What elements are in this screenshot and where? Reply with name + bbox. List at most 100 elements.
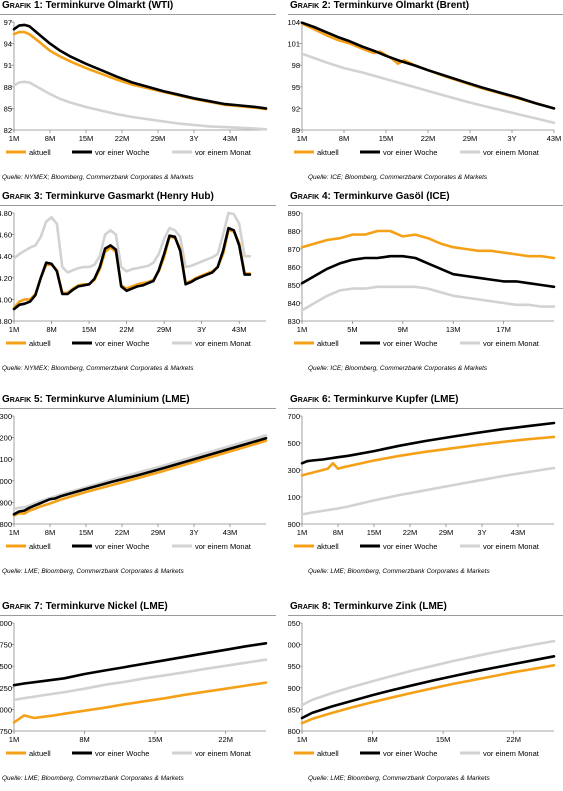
x-tick-label: 3Y xyxy=(197,325,206,334)
chart-source: Quelle: NYMEX; Bloomberg, Commerzbank Co… xyxy=(2,174,194,181)
chart-source: Quelle: ICE; Bloomberg, Commerzbank Corp… xyxy=(308,174,488,181)
y-tick-label: 2000 xyxy=(288,641,300,650)
title-rule xyxy=(288,408,563,409)
y-tick-label: 7300 xyxy=(288,466,300,475)
y-tick-label: 92 xyxy=(292,104,300,113)
x-tick-label: 22M xyxy=(506,735,521,744)
title-rule xyxy=(288,205,563,206)
title-rule xyxy=(0,408,276,409)
title-rule xyxy=(0,615,276,616)
chart-title: Grafik 1: Terminkurve Ölmarkt (WTI) xyxy=(2,0,173,11)
series-line-2 xyxy=(300,639,556,707)
chart-title: Grafik 2: Terminkurve Ölmarkt (Brent) xyxy=(290,0,469,11)
x-tick-label: 15M xyxy=(79,528,94,537)
chart-title-prefix: Grafik 2: xyxy=(290,0,331,11)
x-tick-label: 15M xyxy=(82,325,97,334)
y-tick-label: 860 xyxy=(288,263,300,272)
title-rule xyxy=(288,615,563,616)
x-tick-label: 43M xyxy=(223,134,238,143)
chart-title: Grafik 6: Terminkurve Kupfer (LME) xyxy=(290,394,458,405)
x-tick-label: 1M xyxy=(9,325,19,334)
legend-label-2: vor einem Monat xyxy=(195,542,252,551)
y-tick-label: 1800 xyxy=(0,520,12,529)
legend-label-1: vor einer Woche xyxy=(383,339,437,348)
chart-title-text: Terminkurve Aluminium (LME) xyxy=(42,394,190,405)
chart-title: Grafik 8: Terminkurve Zink (LME) xyxy=(290,601,447,612)
y-tick-label: 850 xyxy=(288,281,300,290)
x-tick-label: 29M xyxy=(151,134,166,143)
y-tick-label: 4.00 xyxy=(0,295,12,304)
chart-panel-4: Grafik 4: Terminkurve Gasöl (ICE) 830 840 8… xyxy=(288,191,563,381)
y-tick-label: 4.20 xyxy=(0,274,12,283)
chart-plot: 89 92 95 98 101 104 1M 8M 15M 22M 29M 3Y 43M aktuell v… xyxy=(288,18,561,157)
chart-title-text: Terminkurve Ölmarkt (Brent) xyxy=(330,0,470,11)
chart-title-text: Terminkurve Nickel (LME) xyxy=(42,601,168,612)
title-rule xyxy=(0,14,276,15)
chart-plot: 830 840 850 860 870 880 890 1M 5M 9M 13M 17M aktuell… xyxy=(288,209,556,348)
y-tick-label: 840 xyxy=(288,299,300,308)
y-tick-label: 85 xyxy=(4,104,12,113)
legend-label-2: vor einem Monat xyxy=(483,339,540,348)
y-tick-label: 7700 xyxy=(288,412,300,421)
legend-label-2: vor einem Monat xyxy=(483,148,540,157)
chart-source: Quelle: ICE; Bloomberg, Commerzbank Corp… xyxy=(308,365,488,372)
chart-source: Quelle: LME; Bloomberg, Commerzbank Corp… xyxy=(308,775,490,782)
y-tick-label: 104 xyxy=(288,18,300,27)
y-tick-label: 94 xyxy=(4,40,12,49)
chart-plot: 14750 15000 15250 15500 15750 16000 1M 8M 15M 22M… xyxy=(0,619,268,758)
series-line-2 xyxy=(12,211,252,274)
legend-label-0: aktuell xyxy=(317,339,339,348)
y-tick-label: 6900 xyxy=(288,520,300,529)
y-tick-label: 97 xyxy=(4,18,12,27)
series-line-1 xyxy=(300,254,556,289)
x-tick-label: 15M xyxy=(379,134,394,143)
series-line-1 xyxy=(12,436,268,516)
legend-label-2: vor einem Monat xyxy=(195,148,252,157)
legend-label-1: vor einer Woche xyxy=(95,542,149,551)
chart-panel-3: Grafik 3: Terminkurve Gasmarkt (Henry Hu… xyxy=(0,191,280,381)
y-tick-label: 2100 xyxy=(0,455,12,464)
chart-title-prefix: Grafik 8: xyxy=(290,601,331,612)
legend-label-2: vor einem Monat xyxy=(195,339,252,348)
chart-panel-5: Grafik 5: Terminkurve Aluminium (LME) 180… xyxy=(0,394,280,584)
y-tick-label: 830 xyxy=(288,317,300,326)
y-tick-label: 4.60 xyxy=(0,231,12,240)
x-tick-label: 1M xyxy=(297,134,307,143)
y-tick-label: 14750 xyxy=(0,727,12,736)
x-tick-label: 1M xyxy=(297,325,307,334)
x-tick-label: 22M xyxy=(115,134,130,143)
legend-label-0: aktuell xyxy=(29,148,51,157)
x-tick-label: 29M xyxy=(157,325,172,334)
y-tick-label: 1800 xyxy=(288,727,300,736)
x-tick-label: 8M xyxy=(45,528,55,537)
chart-title: Grafik 3: Terminkurve Gasmarkt (Henry Hu… xyxy=(2,191,214,202)
series-line-2 xyxy=(12,80,268,131)
chart-title-text: Terminkurve Kupfer (LME) xyxy=(330,394,459,405)
legend-label-1: vor einer Woche xyxy=(383,542,437,551)
x-tick-label: 3Y xyxy=(477,528,486,537)
x-tick-label: 1M xyxy=(9,735,19,744)
y-tick-label: 1900 xyxy=(288,684,300,693)
chart-source: Quelle: LME; Bloomberg, Commerzbank Corp… xyxy=(2,568,184,575)
y-tick-label: 890 xyxy=(288,209,300,218)
x-tick-label: 29M xyxy=(463,134,478,143)
x-tick-label: 22M xyxy=(421,134,436,143)
series-line-2 xyxy=(12,434,268,511)
x-tick-label: 22M xyxy=(115,528,130,537)
x-tick-label: 3Y xyxy=(189,528,198,537)
x-tick-label: 22M xyxy=(218,735,233,744)
x-tick-label: 8M xyxy=(45,134,55,143)
series-line-0 xyxy=(300,664,556,725)
x-tick-label: 22M xyxy=(403,528,418,537)
x-tick-label: 3Y xyxy=(507,134,516,143)
x-tick-label: 13M xyxy=(446,325,461,334)
chart-title-prefix: Grafik 7: xyxy=(2,601,43,612)
chart-panel-1: Grafik 1: Terminkurve Ölmarkt (WTI) 82 85 8… xyxy=(0,0,280,190)
chart-title-text: Terminkurve Ölmarkt (WTI) xyxy=(42,0,174,11)
series-line-0 xyxy=(300,229,556,260)
legend-label-0: aktuell xyxy=(29,749,51,758)
series-line-1 xyxy=(300,655,556,720)
chart-source: Quelle: LME; Bloomberg, Commerzbank Corp… xyxy=(2,775,184,782)
x-tick-label: 8M xyxy=(46,325,56,334)
y-tick-label: 7100 xyxy=(288,493,300,502)
